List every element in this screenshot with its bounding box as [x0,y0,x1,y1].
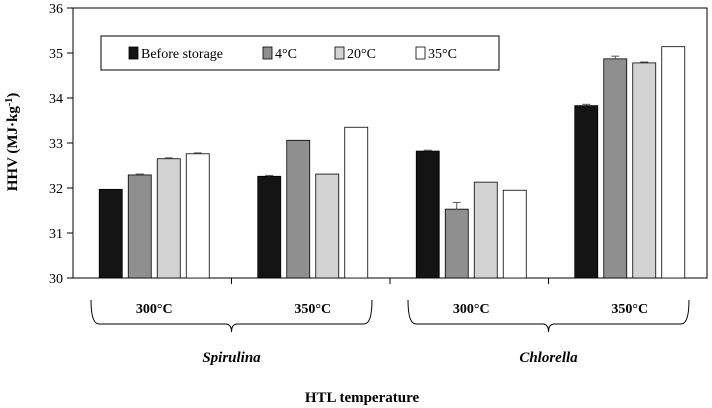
legend-label: Before storage [141,47,223,62]
group-brace [90,299,373,333]
bar [127,174,152,279]
y-axis: 30 31 32 33 34 35 36 [49,2,549,287]
bar [257,175,282,279]
temperature-label: 350°C [611,302,648,317]
y-tick-label: 35 [49,47,63,62]
bar [185,153,210,279]
group-brace [407,299,690,333]
bars [98,46,686,279]
y-tick-label: 36 [49,2,63,17]
bar [98,188,123,279]
legend: Before storage 4°C 20°C 35°C [100,35,500,71]
legend-label: 4°C [275,47,297,62]
x-axis-groups: Spirulina Chlorella 300°C 350°C 300°C 350°C [90,299,690,366]
species-label: Spirulina [202,350,261,366]
y-tick-label: 31 [49,227,63,242]
legend-swatch [262,46,273,60]
legend-swatch [128,46,139,60]
x-axis-title: HTL temperature [305,390,420,406]
bar [632,62,657,279]
bar [473,181,498,279]
bar [156,158,181,279]
legend-swatch [415,46,426,60]
bar [315,173,340,279]
bar [661,46,686,279]
legend-swatch [334,46,345,60]
y-tick-label: 33 [49,137,63,152]
y-tick-label: 34 [49,92,63,107]
bar [444,208,469,279]
bar [344,126,369,279]
temperature-label: 300°C [136,302,173,317]
y-tick-label: 30 [49,272,63,287]
bar [502,189,527,279]
temperature-label: 300°C [453,302,490,317]
bar [603,58,628,279]
bar [286,139,311,279]
bar [415,150,440,279]
legend-box [100,35,500,71]
legend-label: 20°C [347,47,376,62]
bar [574,105,599,279]
temperature-label: 350°C [294,302,331,317]
legend-label: 35°C [428,47,457,62]
species-label: Chlorella [519,350,578,366]
y-tick-label: 32 [49,182,63,197]
y-axis-title: HHV (MJ·kg-1) [4,93,22,192]
